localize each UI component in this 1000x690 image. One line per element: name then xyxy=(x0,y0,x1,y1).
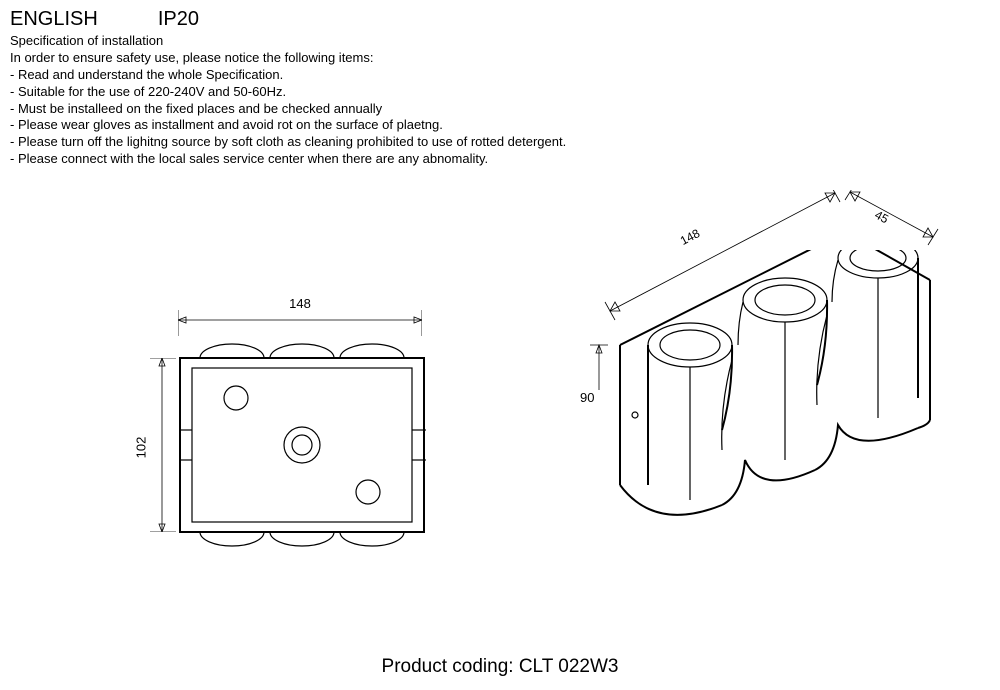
specification-block: Specification of installation In order t… xyxy=(0,31,1000,168)
dim-iso-height: 90 xyxy=(580,390,594,405)
spec-item: - Please turn off the lighitng source by… xyxy=(10,134,990,151)
plan-view xyxy=(178,340,428,560)
dim-height-label: 102 xyxy=(133,437,148,459)
language-label: ENGLISH xyxy=(10,8,98,31)
spec-item: - Please wear gloves as installment and … xyxy=(10,117,990,134)
product-coding: Product coding: CLT 022W3 xyxy=(0,656,1000,678)
dim-line-top xyxy=(178,308,422,338)
spec-title: Specification of installation xyxy=(10,33,990,50)
dim-width-label: 148 xyxy=(180,296,420,311)
spec-item: - Read and understand the whole Specific… xyxy=(10,67,990,84)
spec-item: - Please connect with the local sales se… xyxy=(10,151,990,168)
dim-line-left xyxy=(148,358,178,532)
isometric-view xyxy=(600,250,980,570)
spec-item: - Suitable for the use of 220-240V and 5… xyxy=(10,84,990,101)
ip-rating: IP20 xyxy=(158,8,199,31)
technical-drawings: 148 102 xyxy=(0,190,1000,630)
spec-intro: In order to ensure safety use, please no… xyxy=(10,50,990,67)
header: ENGLISH IP20 xyxy=(0,0,1000,31)
spec-item: - Must be installeed on the fixed places… xyxy=(10,101,990,118)
